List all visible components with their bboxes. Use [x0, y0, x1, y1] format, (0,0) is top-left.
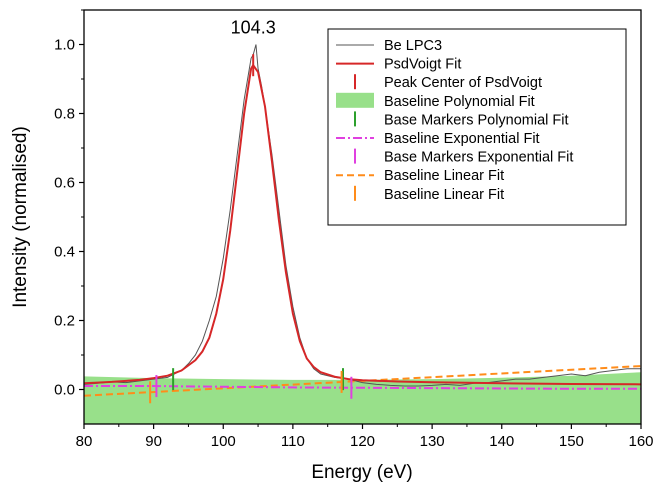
- plot-area: [84, 44, 641, 424]
- legend: Be LPC3 PsdVoigt Fit Peak Center of PsdVoi…: [327, 28, 627, 226]
- x-tick-label-7: 150: [559, 433, 584, 450]
- legend-label-7: Baseline Linear Fit: [384, 168, 504, 184]
- legend-label-2: Peak Center of PsdVoigt: [384, 75, 542, 91]
- legend-label-8: Baseline Linear Fit: [384, 187, 504, 203]
- x-axis-title: Energy (eV): [311, 462, 412, 483]
- y-tick-label-0: 0.0: [54, 382, 75, 399]
- x-tick-label-5: 130: [420, 433, 445, 450]
- annotations: 104.3: [231, 18, 276, 38]
- legend-label-6: Base Markers Exponential Fit: [384, 150, 573, 166]
- legend-label-0: Be LPC3: [384, 38, 442, 54]
- peak-annotation: 104.3: [231, 18, 276, 38]
- x-tick-label-0: 80: [76, 433, 93, 450]
- axes: 80 90 100 110 120 130 140 150 160 0.0 0.2 0.4 0.6 0.8…: [54, 9, 654, 450]
- legend-box: [327, 28, 627, 226]
- x-tick-label-3: 110: [281, 433, 305, 450]
- legend-label-1: PsdVoigt Fit: [384, 57, 461, 73]
- series-line-1: [84, 63, 641, 386]
- y-tick-label-5: 1.0: [54, 37, 75, 54]
- x-tick-label-6: 140: [489, 433, 514, 450]
- y-tick-label-1: 0.2: [54, 313, 75, 330]
- y-tick-label-4: 0.8: [54, 106, 75, 123]
- y-tick-label-2: 0.4: [54, 244, 75, 261]
- x-tick-label-1: 90: [145, 433, 162, 450]
- y-tick-label-3: 0.6: [54, 175, 75, 192]
- series-line-5: [84, 385, 641, 390]
- legend-swatch-3: [336, 92, 374, 108]
- x-tick-label-4: 120: [350, 433, 375, 450]
- series-area-baseline-polynomial: [84, 372, 641, 424]
- x-tick-label-8: 160: [628, 433, 653, 450]
- series-line-0: [84, 44, 641, 387]
- y-axis-title: Intensity (normalised): [10, 126, 31, 308]
- x-tick-label-2: 100: [211, 433, 236, 450]
- legend-label-3: Baseline Polynomial Fit: [384, 94, 535, 110]
- legend-label-4: Base Markers Polynomial Fit: [384, 112, 569, 128]
- legend-label-5: Baseline Exponential Fit: [384, 131, 540, 147]
